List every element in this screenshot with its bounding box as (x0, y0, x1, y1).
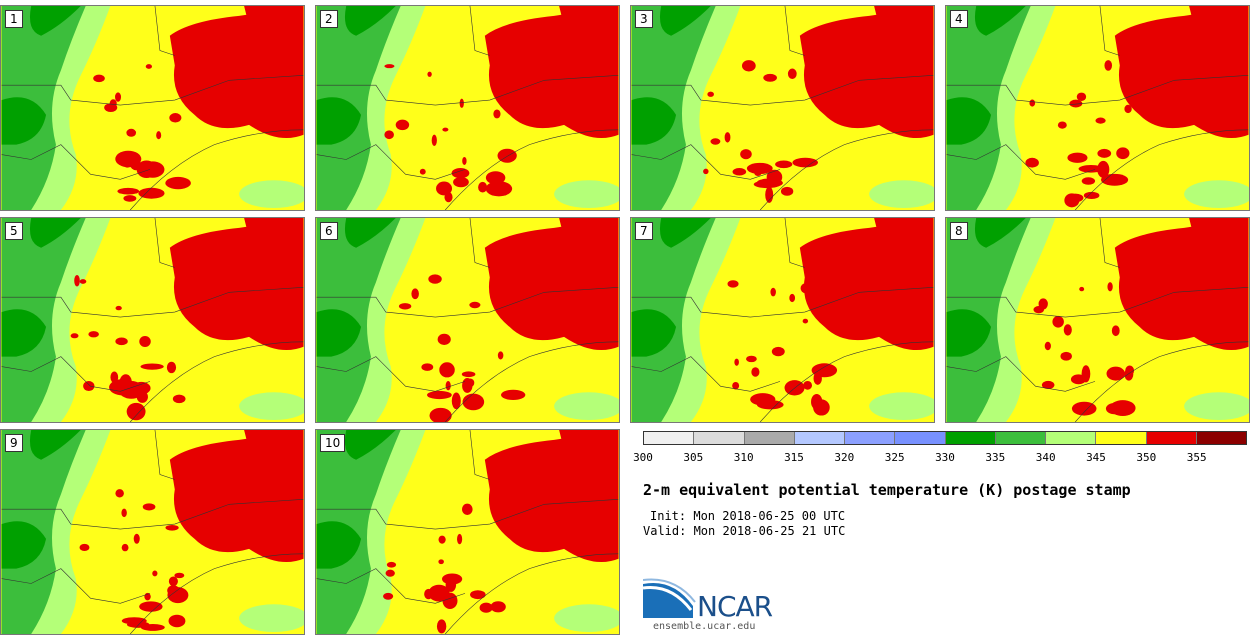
map-image (1, 218, 304, 422)
colorbar (643, 431, 1247, 445)
colorbar-tick-label: 355 (1186, 451, 1207, 464)
colorbar-swatch (945, 432, 996, 444)
colorbar-swatch (644, 432, 695, 444)
colorbar-swatch (895, 432, 946, 444)
map-image (631, 6, 934, 210)
colorbar-tick-label: 345 (1086, 451, 1106, 464)
ensemble-member-map: 3 (630, 5, 935, 211)
map-image (946, 218, 1249, 422)
colorbar-swatch (1046, 432, 1097, 444)
ensemble-member-map: 8 (945, 217, 1250, 423)
ensemble-member-map: 7 (630, 217, 935, 423)
figure-title: 2-m equivalent potential temperature (K)… (643, 481, 1131, 499)
ensemble-member-map: 4 (945, 5, 1250, 211)
member-label: 6 (320, 222, 338, 240)
colorbar-swatch (1146, 432, 1197, 444)
member-label: 5 (5, 222, 23, 240)
colorbar-swatch (1096, 432, 1147, 444)
colorbar-tick-label: 320 (834, 451, 855, 464)
colorbar-tick-label: 305 (683, 451, 704, 464)
colorbar-tick-label: 330 (935, 451, 955, 464)
colorbar-swatch (744, 432, 795, 444)
valid-time: Valid: Mon 2018-06-25 21 UTC (643, 524, 846, 538)
map-image (946, 6, 1249, 210)
ncar-logo (643, 578, 696, 618)
member-label: 3 (635, 10, 653, 28)
member-label: 4 (950, 10, 968, 28)
colorbar-swatch (794, 432, 845, 444)
colorbar-tick-label: 310 (733, 451, 754, 464)
map-image (631, 218, 934, 422)
colorbar-swatch (1196, 432, 1246, 444)
member-label: 7 (635, 222, 653, 240)
ensemble-member-map: 5 (0, 217, 305, 423)
map-image (316, 6, 619, 210)
colorbar-tick-label: 335 (985, 451, 1006, 464)
logo-text: NCAR (697, 590, 773, 623)
member-label: 9 (5, 434, 23, 452)
ensemble-member-map: 9 (0, 429, 305, 635)
ensemble-member-map: 2 (315, 5, 620, 211)
member-label: 10 (320, 434, 346, 452)
map-image (1, 430, 304, 634)
logo-site: ensemble.ucar.edu (653, 621, 756, 632)
colorbar-tick-label: 325 (884, 451, 905, 464)
colorbar-tick-label: 350 (1136, 451, 1157, 464)
colorbar-ticks: 300 305 310 315 320 325 330 335 340 345 350 355 (633, 451, 1247, 465)
map-image (316, 430, 619, 634)
map-image (316, 218, 619, 422)
init-time: Init: Mon 2018-06-25 00 UTC (650, 509, 846, 523)
member-label: 1 (5, 10, 23, 28)
ensemble-member-map: 10 (315, 429, 620, 635)
member-label: 8 (950, 222, 968, 240)
colorbar-swatch (845, 432, 896, 444)
map-image (1, 6, 304, 210)
colorbar-tick-label: 315 (784, 451, 804, 464)
ensemble-member-map: 6 (315, 217, 620, 423)
colorbar-tick-label: 340 (1035, 451, 1056, 464)
ensemble-member-map: 1 (0, 5, 305, 211)
colorbar-tick-label: 300 (633, 451, 653, 464)
colorbar-swatch (995, 432, 1046, 444)
member-label: 2 (320, 10, 338, 28)
colorbar-swatch (694, 432, 745, 444)
